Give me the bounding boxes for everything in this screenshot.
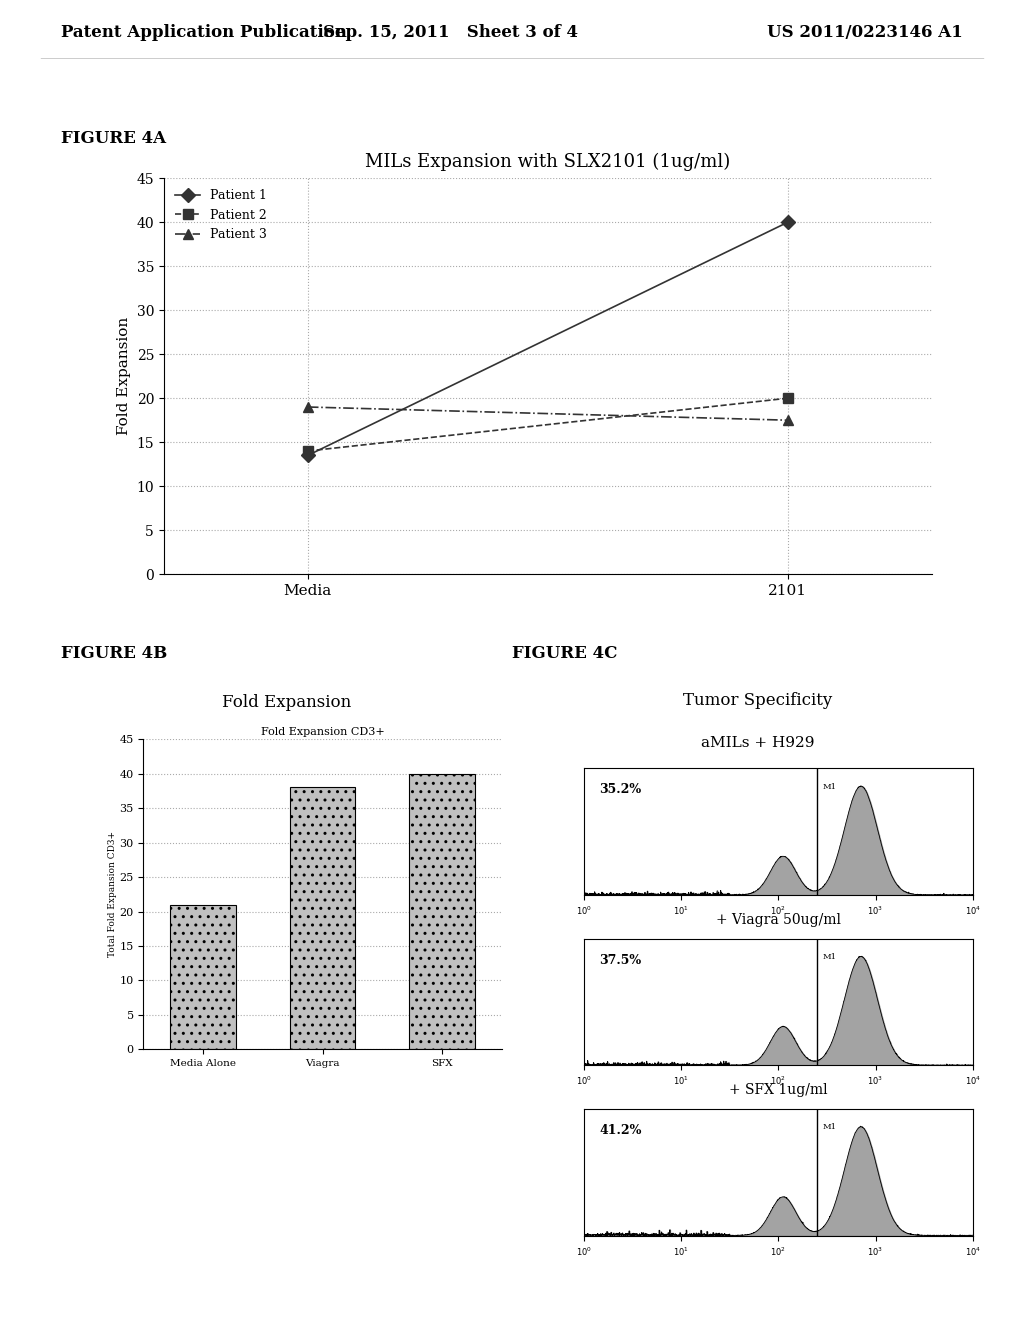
Patient 3 xyxy=(781,412,794,428)
Text: + SFX 1ug/ml: + SFX 1ug/ml xyxy=(729,1084,827,1097)
Y-axis label: Fold Expansion: Fold Expansion xyxy=(117,317,131,436)
Bar xyxy=(410,774,475,1049)
Text: FIGURE 4A: FIGURE 4A xyxy=(61,131,167,147)
Text: M1: M1 xyxy=(823,953,837,961)
Text: M1: M1 xyxy=(823,1123,837,1131)
Text: Patent Application Publication: Patent Application Publication xyxy=(61,24,347,41)
Text: aMILs + H929: aMILs + H929 xyxy=(701,737,814,750)
Text: FIGURE 4B: FIGURE 4B xyxy=(61,645,168,661)
Line: Patient 2: Patient 2 xyxy=(303,393,793,455)
Text: Fold Expansion: Fold Expansion xyxy=(222,694,351,711)
Text: 37.5%: 37.5% xyxy=(599,954,641,966)
Patient 3 xyxy=(302,399,314,414)
Text: 41.2%: 41.2% xyxy=(599,1125,642,1137)
Bar xyxy=(170,904,236,1049)
Patient 2 xyxy=(302,444,314,459)
Bar xyxy=(290,788,355,1049)
Text: 35.2%: 35.2% xyxy=(599,784,641,796)
Patient 2 xyxy=(781,391,794,407)
Patient 1 xyxy=(302,447,314,463)
Line: Patient 1: Patient 1 xyxy=(303,218,793,461)
Text: Tumor Specificity: Tumor Specificity xyxy=(683,693,833,709)
Text: M1: M1 xyxy=(823,783,837,791)
Text: FIGURE 4C: FIGURE 4C xyxy=(512,645,617,661)
Patient 1 xyxy=(781,214,794,230)
Text: + Viagra 50ug/ml: + Viagra 50ug/ml xyxy=(716,913,841,927)
Title: MILs Expansion with SLX2101 (1ug/ml): MILs Expansion with SLX2101 (1ug/ml) xyxy=(366,153,730,172)
Title: Fold Expansion CD3+: Fold Expansion CD3+ xyxy=(261,727,384,737)
Legend: Patient 1, Patient 2, Patient 3: Patient 1, Patient 2, Patient 3 xyxy=(170,185,272,246)
Line: Patient 3: Patient 3 xyxy=(303,403,793,425)
Y-axis label: Total Fold Expansion CD3+: Total Fold Expansion CD3+ xyxy=(108,832,117,957)
Text: Sep. 15, 2011   Sheet 3 of 4: Sep. 15, 2011 Sheet 3 of 4 xyxy=(323,24,579,41)
Text: US 2011/0223146 A1: US 2011/0223146 A1 xyxy=(767,24,963,41)
